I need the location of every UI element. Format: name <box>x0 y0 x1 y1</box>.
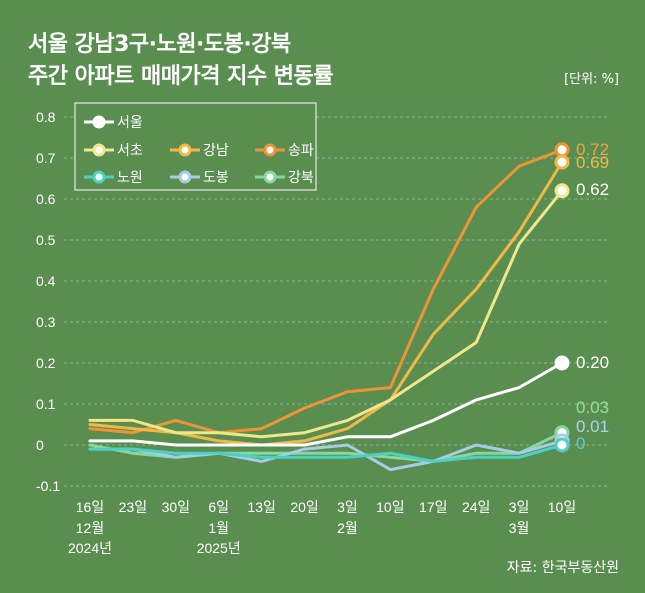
x-month-label: 3월 <box>509 520 530 536</box>
series-end-label: 0.03 <box>576 398 609 417</box>
x-month-label: 12월 <box>76 520 104 536</box>
x-tick-label: 3일 <box>337 499 358 515</box>
x-tick-label: 10일 <box>376 499 404 515</box>
series-end-label: 0.72 <box>576 140 609 159</box>
legend-swatch-marker <box>92 143 106 157</box>
y-tick-label: 0.4 <box>36 273 56 289</box>
series-line-2 <box>88 160 564 447</box>
x-tick-label: 3일 <box>509 499 530 515</box>
chart-title-line1: 서울 강남3구·노원·도봉·강북 <box>28 32 291 57</box>
legend-swatch-marker <box>263 143 277 157</box>
y-tick-label: 0.7 <box>36 150 56 166</box>
y-tick-label: -0.1 <box>36 478 60 494</box>
legend-swatch-marker <box>178 170 192 184</box>
series-end-marker <box>554 183 570 199</box>
y-tick-label: 0 <box>36 437 44 453</box>
series-line-4 <box>88 443 564 463</box>
x-year-label: 2024년 <box>68 540 112 556</box>
y-tick-label: 0.2 <box>36 355 56 371</box>
series-end-marker <box>554 142 570 158</box>
legend-swatch-marker <box>263 170 277 184</box>
source-credit: 자료: 한국부동산원 <box>506 560 619 576</box>
series-line-3 <box>88 148 564 435</box>
y-tick-label: 0.1 <box>36 396 56 412</box>
legend-swatch-marker <box>178 143 192 157</box>
series-end-label: 0.01 <box>576 417 609 436</box>
x-month-label: 1월 <box>208 520 229 536</box>
x-tick-label: 10일 <box>548 499 576 515</box>
series-end-marker <box>554 355 570 371</box>
x-tick-label: 23일 <box>119 499 147 515</box>
x-tick-label: 17일 <box>419 499 447 515</box>
legend-swatch-marker <box>92 170 106 184</box>
chart-title-line2: 주간 아파트 매매가격 지수 변동률 <box>28 64 334 89</box>
y-tick-label: 0.8 <box>36 109 56 125</box>
x-tick-label: 13일 <box>247 499 275 515</box>
series-line-1 <box>88 189 564 439</box>
y-tick-label: 0.6 <box>36 191 56 207</box>
legend-label: 송파 <box>288 142 314 158</box>
x-tick-label: 16일 <box>76 499 104 515</box>
unit-label: [단위: %] <box>564 72 619 87</box>
x-tick-label: 24일 <box>462 499 490 515</box>
y-tick-label: 0.3 <box>36 314 56 330</box>
legend-swatch-marker <box>92 115 106 129</box>
x-tick-label: 6일 <box>208 499 229 515</box>
legend-label: 서울 <box>117 114 143 130</box>
legend-label: 서초 <box>117 142 143 158</box>
x-tick-label: 30일 <box>162 499 190 515</box>
series-end-label: 0.62 <box>576 180 609 199</box>
legend-label: 강북 <box>288 169 314 185</box>
series-end-label: 0.20 <box>576 353 609 372</box>
x-year-label: 2025년 <box>197 540 241 556</box>
legend-label: 노원 <box>117 169 143 185</box>
series-end-label: 0.69 <box>576 153 609 172</box>
series-line-0 <box>88 361 564 447</box>
y-tick-label: 0.5 <box>36 232 56 248</box>
series-line-5 <box>88 439 564 472</box>
series-end-label: 0 <box>576 434 585 453</box>
legend-label: 강남 <box>203 142 229 158</box>
x-month-label: 2월 <box>337 520 358 536</box>
series-end-marker <box>554 437 570 453</box>
series-end-marker <box>554 154 570 170</box>
x-tick-label: 20일 <box>290 499 318 515</box>
legend-label: 도봉 <box>203 169 229 185</box>
